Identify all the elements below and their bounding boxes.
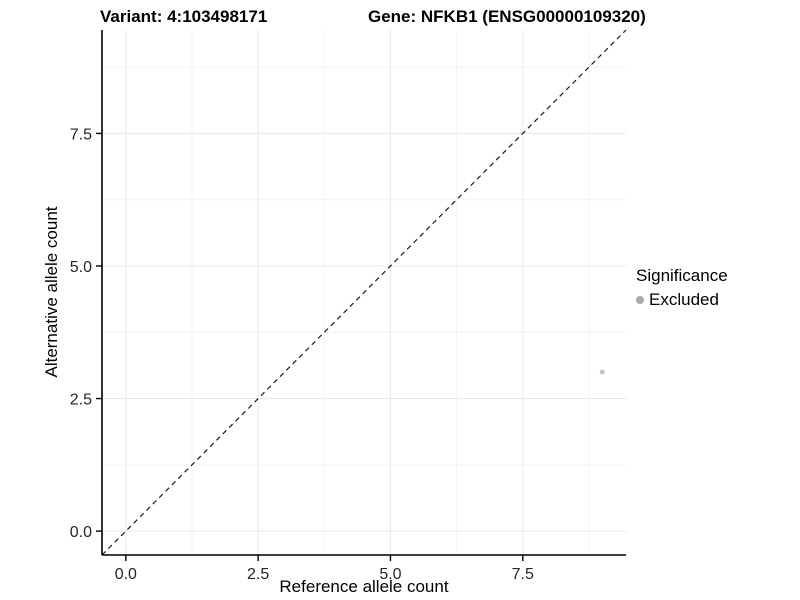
- y-axis-title: Alternative allele count: [42, 206, 61, 378]
- y-tick-label: 2.5: [70, 392, 92, 409]
- x-axis-title: Reference allele count: [279, 577, 449, 596]
- legend-item-excluded: Excluded: [636, 290, 728, 310]
- identity-line: [101, 29, 627, 556]
- x-tick-label: 0.0: [115, 566, 137, 583]
- x-tick-label: 5.0: [379, 566, 401, 583]
- legend: Significance Excluded: [636, 266, 728, 310]
- plot-title-gene: Gene: NFKB1 (ENSG00000109320): [368, 7, 646, 26]
- data-point: [599, 369, 605, 375]
- legend-title: Significance: [636, 266, 728, 285]
- x-tick-label: 2.5: [247, 566, 269, 583]
- y-tick-label: 5.0: [70, 259, 92, 276]
- legend-item-label: Excluded: [649, 290, 719, 309]
- legend-point-icon: [636, 296, 644, 304]
- x-tick-label: 7.5: [512, 566, 534, 583]
- plot-title-variant: Variant: 4:103498171: [100, 7, 268, 26]
- y-tick-label: 0.0: [70, 524, 92, 541]
- y-tick-label: 7.5: [70, 126, 92, 143]
